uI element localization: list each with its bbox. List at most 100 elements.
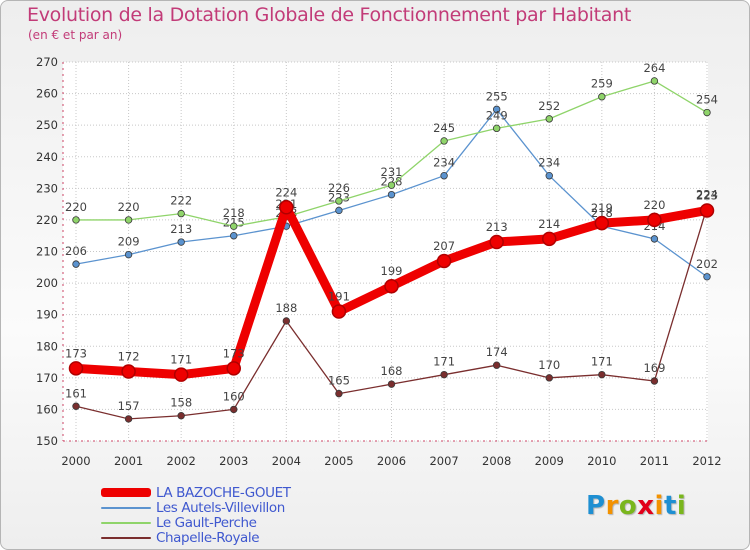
data-label: 207: [433, 239, 455, 253]
data-point: [598, 370, 606, 379]
legend-swatch-chapelle: [101, 536, 151, 539]
data-point: [124, 250, 133, 259]
data-point: [650, 377, 659, 385]
data-point: [124, 415, 133, 423]
x-tick-label: 2008: [482, 454, 511, 468]
y-tick-label: 210: [36, 245, 58, 259]
y-tick-label: 150: [36, 434, 58, 448]
x-tick-label: 2000: [61, 454, 90, 468]
data-point: [279, 200, 294, 215]
y-tick-label: 180: [36, 339, 58, 353]
data-label: 213: [486, 220, 508, 234]
data-label: 219: [591, 201, 613, 215]
data-label: 172: [118, 350, 140, 364]
legend-label-bazoche: LA BAZOCHE-GOUET: [156, 484, 291, 501]
data-label: 202: [696, 257, 718, 271]
x-tick-label: 2011: [640, 454, 669, 468]
logo-letter: t: [663, 491, 677, 521]
logo-letter: P: [586, 491, 606, 521]
data-label: 213: [170, 222, 192, 236]
logo-letter: o: [618, 491, 638, 521]
data-label: 157: [118, 399, 140, 413]
x-tick-label: 2001: [114, 454, 143, 468]
data-label: 158: [170, 396, 192, 410]
data-point: [440, 171, 448, 180]
data-label: 218: [223, 206, 245, 220]
y-tick-label: 240: [36, 150, 58, 164]
data-point: [230, 405, 238, 414]
data-point: [542, 231, 557, 247]
y-tick-label: 160: [36, 402, 58, 416]
logo-letter: x: [637, 491, 655, 521]
data-label: 206: [65, 244, 87, 258]
data-label: 259: [591, 77, 613, 91]
data-point: [282, 317, 291, 325]
data-point: [177, 238, 185, 246]
data-label: 171: [433, 355, 455, 369]
data-point: [492, 361, 501, 369]
data-label: 234: [538, 156, 560, 170]
data-label: 173: [65, 346, 87, 360]
data-point: [335, 197, 343, 205]
data-point: [699, 203, 715, 218]
data-label: 169: [643, 361, 665, 375]
data-label: 255: [486, 89, 508, 103]
data-point: [598, 93, 606, 101]
data-point: [72, 402, 80, 410]
x-tick-label: 2003: [219, 454, 248, 468]
data-point: [545, 171, 553, 180]
data-label: 170: [538, 358, 560, 372]
data-label: 199: [381, 264, 403, 278]
data-label: 249: [486, 108, 508, 122]
data-label: 234: [433, 156, 455, 170]
data-point: [72, 216, 80, 224]
data-label: 218: [591, 206, 613, 220]
data-label: 191: [328, 290, 350, 304]
data-label: 171: [591, 355, 613, 369]
data-point: [594, 215, 610, 231]
y-tick-label: 260: [36, 87, 58, 101]
y-tick-label: 230: [36, 181, 58, 195]
x-tick-label: 2002: [167, 454, 196, 468]
data-point: [226, 361, 241, 376]
logo-letter: i: [654, 491, 664, 521]
data-point: [650, 77, 659, 85]
data-label: 254: [696, 93, 718, 107]
data-label: 226: [328, 181, 350, 195]
legend: LA BAZOCHE-GOUET Les Autels-Villevillon …: [101, 484, 291, 546]
x-tick-label: 2005: [324, 454, 353, 468]
data-point: [492, 124, 501, 133]
data-point: [545, 115, 553, 123]
legend-swatch-autels: [101, 506, 151, 509]
logo-letter: r: [605, 491, 619, 521]
data-label: 165: [328, 374, 350, 388]
data-label: 168: [381, 364, 403, 378]
data-point: [387, 190, 396, 199]
logo-letter: i: [676, 491, 687, 521]
data-label: 220: [118, 200, 140, 214]
data-point: [121, 364, 136, 379]
data-label: 245: [433, 121, 455, 135]
data-label: 173: [223, 346, 245, 360]
legend-item-autels: Les Autels-Villevillon: [101, 500, 291, 516]
data-point: [124, 216, 133, 224]
data-point: [230, 222, 238, 230]
legend-item-gault: Le Gault-Perche: [101, 515, 291, 531]
data-point: [72, 260, 80, 268]
y-tick-label: 170: [36, 371, 58, 385]
data-point: [387, 380, 396, 388]
data-label: 224: [696, 187, 718, 201]
x-tick-label: 2012: [692, 454, 721, 468]
data-label: 264: [643, 61, 665, 75]
legend-swatch-gault: [101, 521, 151, 524]
data-label: 222: [170, 194, 192, 208]
y-tick-label: 200: [36, 276, 58, 290]
data-label: 160: [223, 389, 245, 403]
data-label: 161: [65, 386, 87, 400]
data-point: [335, 389, 343, 398]
x-tick-label: 2009: [535, 454, 564, 468]
data-label: 220: [65, 200, 87, 214]
y-tick-label: 190: [36, 308, 58, 322]
